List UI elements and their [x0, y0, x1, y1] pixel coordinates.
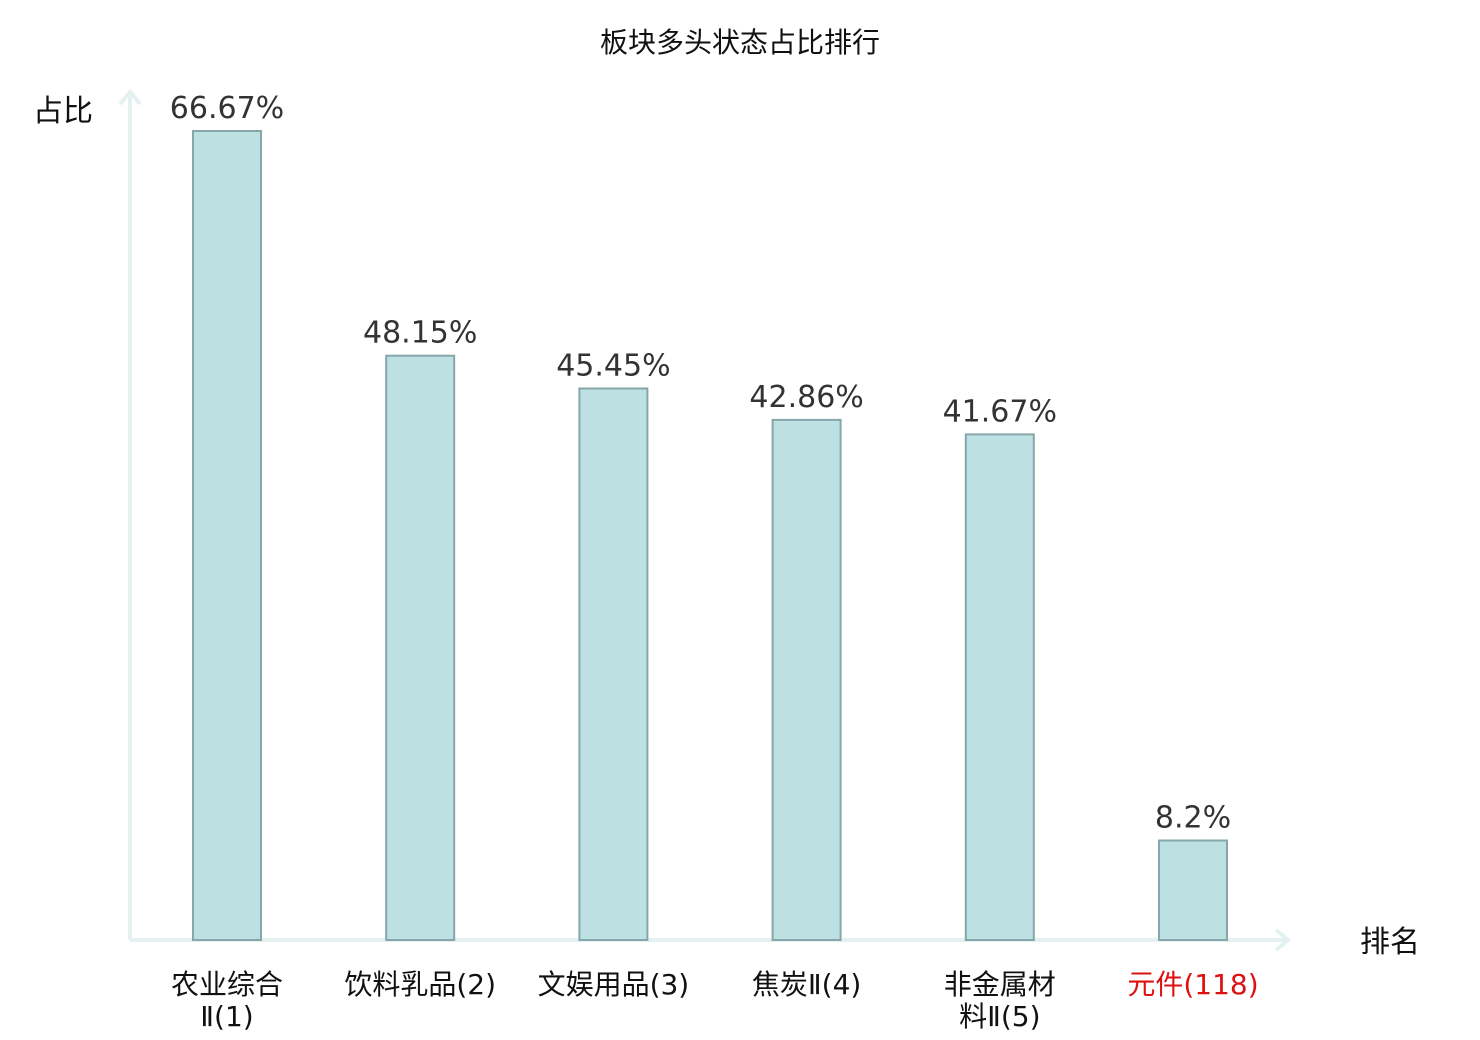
- category-label-4: 焦炭Ⅱ(4): [752, 968, 861, 1001]
- bar-5: [964, 433, 1035, 941]
- value-label-2: 48.15%: [363, 316, 477, 351]
- bar-4: [771, 418, 842, 941]
- bar-2: [385, 354, 456, 941]
- value-label-1: 66.67%: [170, 91, 284, 126]
- value-labels-group: 66.67% 48.15% 45.45% 42.86% 41.67% 8.2%: [170, 91, 1231, 836]
- bar-3: [578, 387, 649, 941]
- category-label-2: 饮料乳品(2): [344, 968, 496, 1001]
- category-label-line: 饮料乳品(2): [344, 968, 496, 1001]
- category-label-line: Ⅱ(1): [200, 1000, 253, 1033]
- category-label-line: 料Ⅱ(5): [959, 1000, 1040, 1033]
- x-axis-arrow: [1274, 928, 1292, 952]
- x-axis-title: 排名: [1360, 925, 1420, 960]
- category-label-line: 非金属材: [944, 968, 1056, 1001]
- value-label-6: 8.2%: [1155, 801, 1231, 836]
- bars-group: [192, 130, 1228, 941]
- bar-6: [1158, 839, 1228, 941]
- value-label-4: 42.86%: [749, 380, 863, 415]
- bar-1: [192, 130, 262, 941]
- category-label-6: 元件(118): [1127, 968, 1258, 1001]
- chart-title: 板块多头状态占比排行: [600, 26, 880, 59]
- value-label-3: 45.45%: [556, 349, 670, 384]
- value-label-5: 41.67%: [943, 394, 1057, 429]
- category-label-3: 文娱用品(3): [538, 968, 690, 1001]
- y-axis-title: 占比: [33, 94, 93, 129]
- category-label-line: 元件(118): [1127, 968, 1258, 1001]
- category-label-line: 文娱用品(3): [538, 968, 690, 1001]
- y-axis-arrow: [118, 88, 142, 106]
- category-label-line: 农业综合: [171, 968, 283, 1001]
- category-label-line: 焦炭Ⅱ(4): [752, 968, 861, 1001]
